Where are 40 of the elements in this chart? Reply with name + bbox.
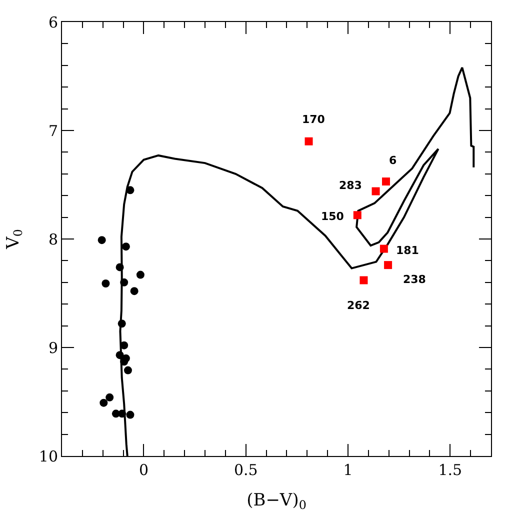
point [98, 236, 106, 244]
y-tick-label: 8 [48, 230, 58, 248]
point [130, 287, 138, 296]
annotation: 170 [302, 113, 326, 126]
x-tick-label: 1 [343, 461, 353, 479]
point [382, 178, 390, 186]
point [380, 244, 388, 253]
point [116, 351, 124, 360]
point [124, 366, 132, 374]
point [122, 242, 130, 251]
point [120, 358, 128, 366]
point [353, 211, 362, 220]
annotation: 181 [396, 244, 419, 257]
point [100, 398, 108, 407]
point [116, 263, 124, 272]
annotation: 150 [321, 210, 344, 223]
annotation: 6 [389, 154, 397, 167]
y-tick-label: 7 [48, 122, 58, 140]
point [360, 276, 368, 284]
point [372, 187, 380, 196]
point [384, 261, 392, 270]
y-tick-label: 9 [48, 338, 58, 357]
x-axis-title: (B−V)$_{0}$ [246, 490, 306, 512]
point [118, 410, 126, 418]
x-tick-label: 1.5 [438, 461, 462, 479]
point [126, 410, 134, 419]
x-tick-label: 0.5 [234, 461, 258, 479]
point [118, 320, 126, 328]
point [304, 137, 313, 146]
annotation: 262 [347, 299, 370, 312]
point [126, 186, 134, 194]
annotation: 238 [403, 273, 426, 286]
y-tick-label: 10 [38, 447, 58, 466]
point [120, 278, 128, 286]
point [106, 393, 114, 402]
y-tick-label: 6 [48, 13, 58, 32]
x-tick-label: 0 [138, 461, 148, 479]
point [102, 279, 110, 288]
point [136, 270, 144, 279]
annotation: 283 [339, 179, 362, 192]
